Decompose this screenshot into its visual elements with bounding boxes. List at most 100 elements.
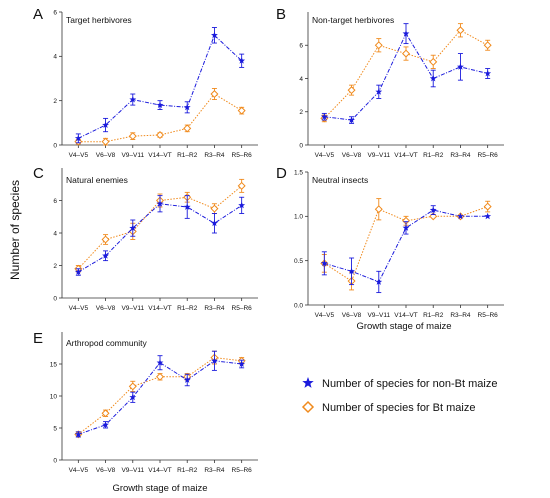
x-tick-label: R5–R6 (232, 152, 253, 159)
y-tick-label: 0 (53, 295, 57, 302)
data-point-diamond (429, 57, 438, 66)
data-point-diamond (483, 41, 492, 50)
data-point-star (183, 203, 191, 210)
y-tick-label: 0.5 (294, 258, 303, 265)
legend-label-non-bt: Number of species for non-Bt maize (322, 378, 497, 390)
x-tick-label: R5–R6 (232, 305, 253, 312)
series-bt (74, 88, 246, 146)
data-point-star (74, 268, 82, 275)
data-point-star (348, 267, 355, 275)
data-point-star (211, 31, 218, 39)
x-tick-label: V4–V5 (315, 312, 335, 319)
panel-c: C Natural enemies 0 2 4 6 V4–V5 V6–V8 V9–V11 V14–… (33, 165, 258, 312)
series-bt (320, 198, 492, 291)
x-tick-label: V6–V8 (96, 152, 116, 159)
y-tick-label: 6 (53, 198, 57, 205)
panel-letter: D (276, 165, 287, 182)
panel-e: E Arthropod community 0 5 10 15 V4–V5 V6–V8 V9–V… (33, 330, 258, 494)
data-point-diamond (155, 131, 165, 140)
data-point-diamond (155, 372, 165, 381)
data-point-star (129, 393, 137, 401)
legend: Number of species for non-Bt maize Numbe… (301, 377, 497, 414)
data-point-star (348, 116, 355, 123)
x-tick-label: V4–V5 (69, 152, 89, 159)
x-tick-label: V14–VT (394, 312, 418, 319)
data-point-star (129, 224, 137, 232)
data-point-diamond (210, 90, 219, 99)
data-point-diamond (183, 124, 192, 133)
data-point-diamond (347, 86, 356, 95)
data-point-star (457, 212, 464, 220)
data-point-star (238, 360, 246, 367)
x-tick-label: R3–R4 (204, 152, 225, 159)
x-tick-label: V14–VT (148, 305, 172, 312)
data-point-diamond (483, 202, 492, 211)
x-tick-label: R5–R6 (478, 312, 499, 319)
x-tick-label: R5–R6 (478, 152, 499, 159)
x-tick-label: V9–V11 (367, 152, 390, 159)
legend-diamond-marker (301, 400, 315, 414)
x-tick-label: V9–V11 (121, 305, 144, 312)
data-point-star (320, 259, 328, 267)
data-point-star (102, 421, 109, 428)
series-bt (74, 178, 246, 273)
data-point-diamond (128, 132, 137, 141)
y-tick-label: 6 (53, 9, 57, 16)
x-tick-label: V4–V5 (69, 305, 89, 312)
data-point-star (429, 74, 437, 82)
x-tick-label: R1–R2 (177, 467, 198, 474)
series-non-bt (74, 350, 246, 438)
x-tick-label: V6–V8 (342, 152, 362, 159)
data-point-diamond (374, 205, 383, 214)
data-point-star (156, 200, 164, 207)
data-point-star (375, 278, 383, 285)
x-axis-label: Growth stage of maize (356, 321, 451, 332)
data-point-diamond (101, 235, 110, 244)
data-point-star (238, 201, 246, 209)
y-tick-label: 0 (53, 142, 57, 149)
panel-d: D Neutral insects 0.0 0.5 1.0 1.5 V4–V5 V6–V8 V9… (276, 165, 504, 332)
y-axis-label: Number of species (8, 180, 22, 280)
y-tick-label: 15 (50, 361, 58, 368)
series-non-bt (74, 27, 246, 144)
y-tick-label: 4 (299, 76, 303, 83)
panel-letter: B (276, 6, 286, 23)
data-point-diamond (456, 26, 465, 35)
y-tick-label: 2 (53, 98, 57, 105)
panel-letter: C (33, 165, 44, 182)
panel-title: Natural enemies (66, 175, 128, 185)
data-point-star (183, 103, 191, 111)
x-tick-label: V4–V5 (69, 467, 89, 474)
data-point-star (102, 121, 109, 128)
data-point-star (102, 252, 109, 259)
data-point-star (402, 30, 410, 37)
panel-title: Arthropod community (66, 338, 148, 348)
data-point-diamond (429, 212, 438, 221)
data-point-diamond (101, 409, 110, 418)
series-line (78, 34, 243, 139)
series-non-bt (320, 23, 492, 124)
series-line (78, 360, 242, 435)
legend-star-marker (302, 377, 314, 388)
data-point-star (183, 376, 191, 383)
y-tick-label: 1.0 (294, 214, 303, 221)
data-point-star (429, 206, 437, 214)
data-point-star (74, 430, 82, 438)
y-tick-label: 5 (53, 425, 57, 432)
data-point-star (484, 212, 492, 220)
x-tick-label: V6–V8 (96, 467, 116, 474)
x-tick-label: V9–V11 (367, 312, 390, 319)
data-point-star (211, 357, 218, 364)
x-tick-label: V14–VT (394, 152, 418, 159)
y-tick-label: 6 (299, 43, 303, 50)
x-tick-label: V14–VT (148, 467, 172, 474)
data-point-diamond (128, 382, 137, 391)
y-tick-label: 0 (53, 457, 57, 464)
x-tick-label: R1–R2 (177, 305, 198, 312)
data-point-star (211, 219, 218, 227)
y-tick-label: 4 (53, 230, 57, 237)
y-tick-label: 0 (299, 142, 303, 149)
panel-title: Neutral insects (312, 175, 368, 185)
data-point-star (457, 63, 464, 70)
